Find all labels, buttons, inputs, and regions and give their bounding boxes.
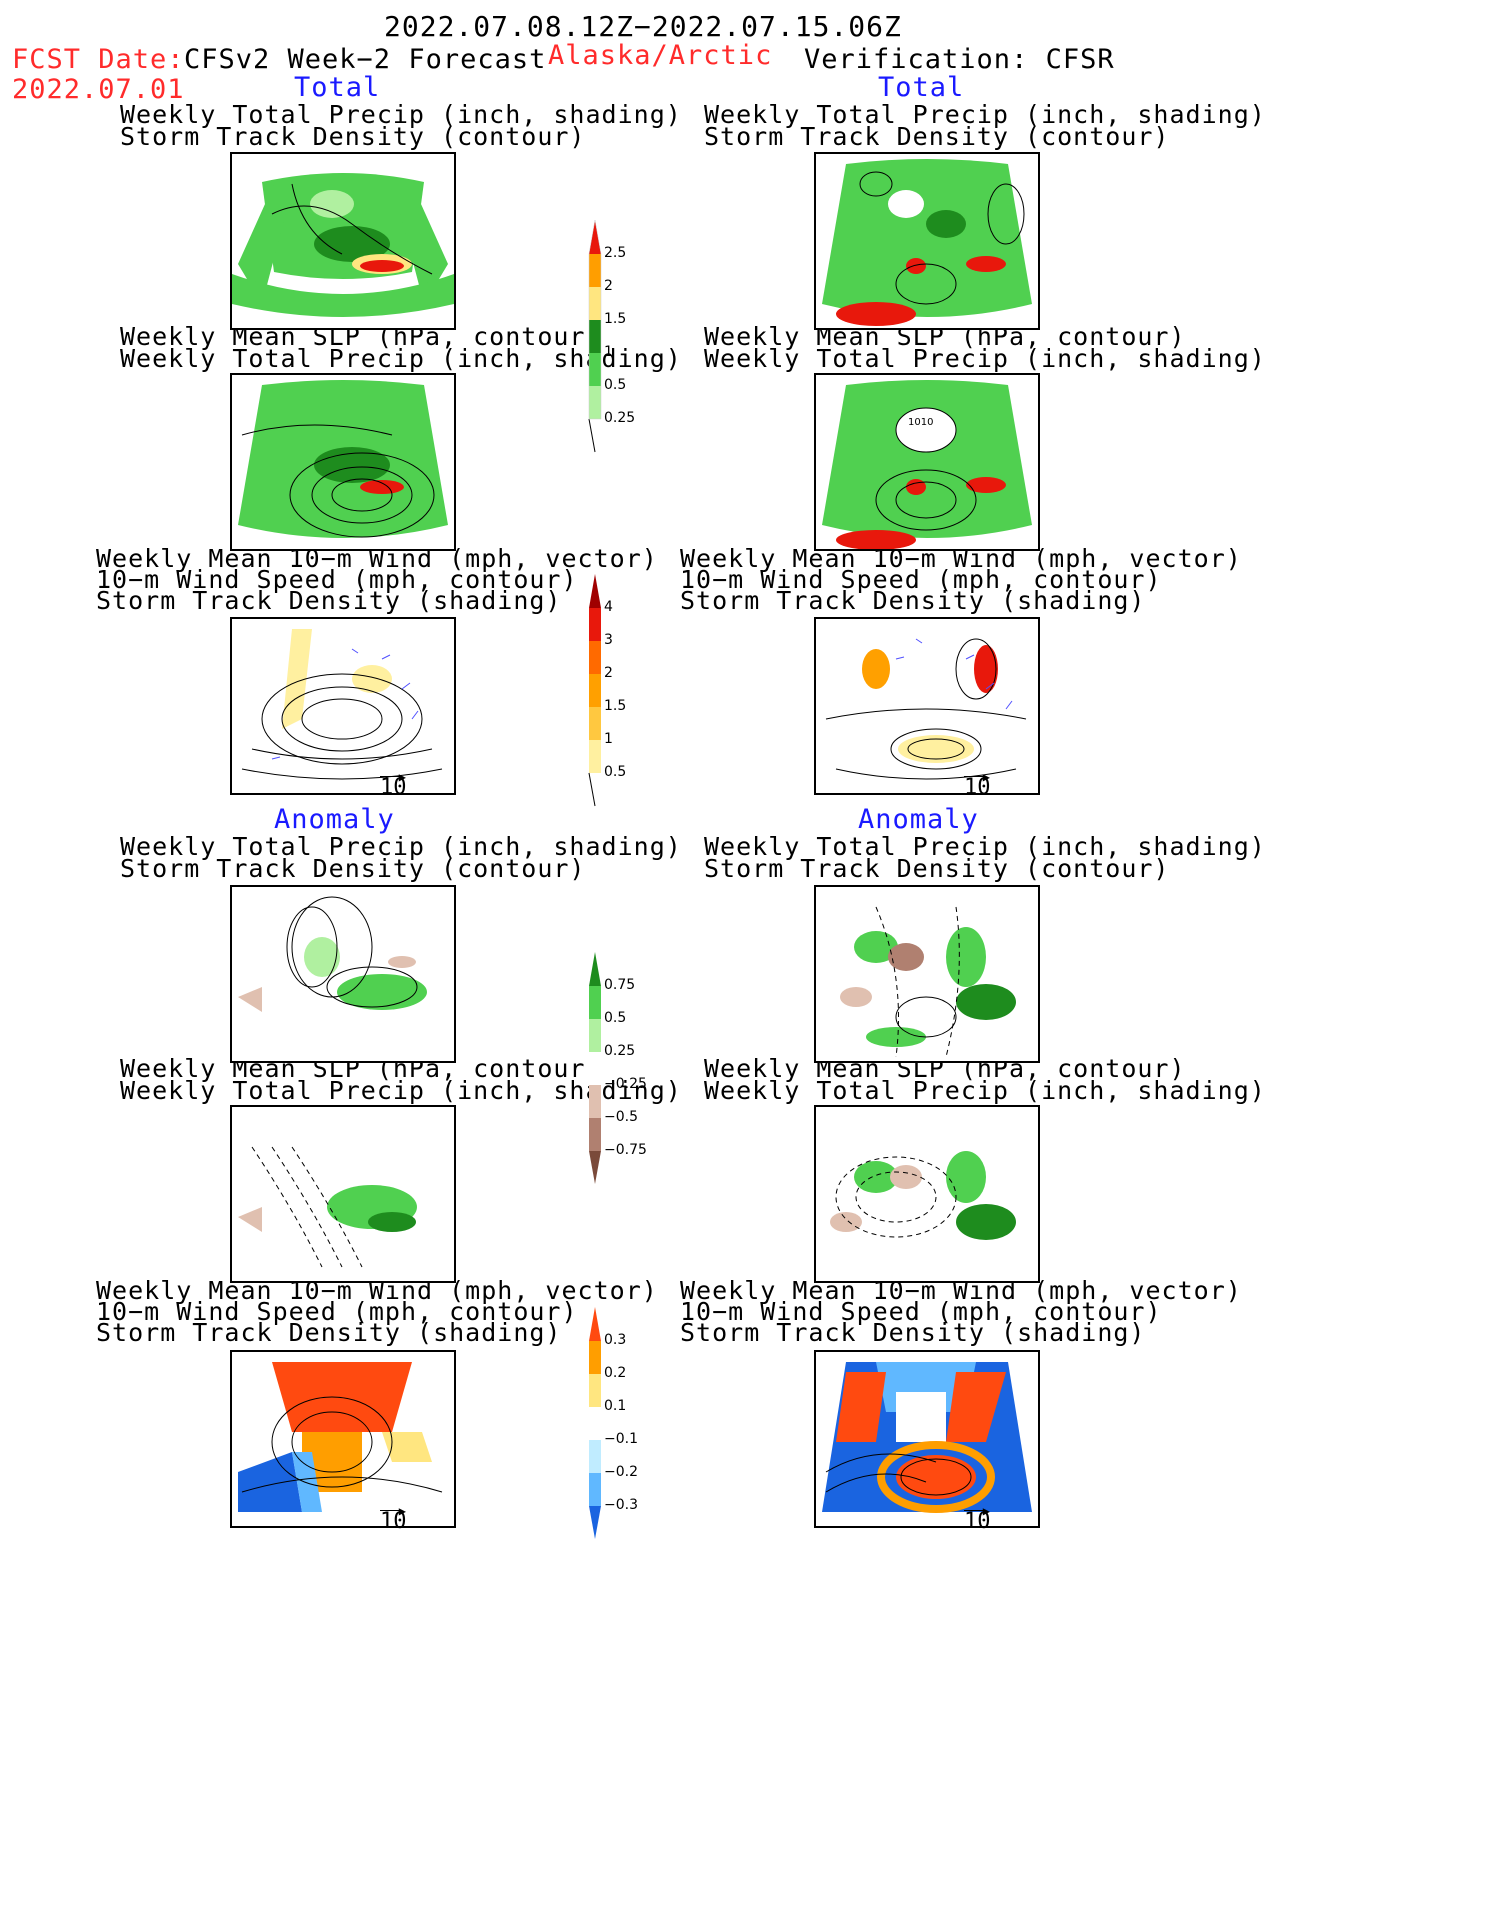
colorbar-label: 2 [604,278,613,294]
map-verification-total-wind [814,617,1040,795]
colorbar-precip-total-graphic [588,219,602,453]
colorbar-label: 1.5 [604,698,627,714]
panel-title: Weekly Mean 10−m Wind (mph, vector) 10−m … [680,544,1242,615]
date-range-title: 2022.07.08.12Z−2022.07.15.06Z [384,10,902,43]
verification-title: Verification: CFSR [804,44,1115,75]
forecast-title: CFSv2 Week−2 Forecast [184,44,547,75]
panel-title: Weekly Mean SLP (hPa, contour) Weekly Tot… [704,322,1266,373]
panel-title: Weekly Mean 10−m Wind (mph, vector) 10−m … [96,1276,658,1347]
panel-title: Weekly Mean 10−m Wind (mph, vector) 10−m … [96,544,658,615]
map-verification-total-slp: 1010 [814,373,1040,551]
panel-title: Weekly Mean SLP (hPa, contour) Weekly Tot… [704,1054,1266,1105]
vector-reference: ▶ 10 [964,1504,991,1534]
colorbar-label: −0.25 [604,1076,647,1092]
panel-title: Weekly Total Precip (inch, shading) Storm… [704,832,1266,883]
map-forecast-anom-wind [230,1350,456,1528]
map-forecast-total-wind [230,617,456,795]
colorbar-label: 1.5 [604,311,627,327]
panel-title: Weekly Mean SLP (hPa, contour) Weekly Tot… [120,322,682,373]
colorbar-label: 0.75 [604,977,636,993]
fcst-date-label: FCST Date: [12,44,185,75]
map-verification-anom-slp [814,1105,1040,1283]
colorbar-label: 2 [604,665,613,681]
colorbar-label: 0.5 [604,1010,627,1026]
section-total-left: Total [294,72,381,103]
map-verification-anom-precip [814,885,1040,1063]
colorbar-label: 0.5 [604,764,627,780]
panel-title: Weekly Total Precip (inch, shading) Storm… [120,100,682,151]
colorbar-label: 0.3 [604,1332,627,1348]
contour-label-1010: 1010 [908,417,933,428]
colorbar-label: 0.1 [604,1398,627,1414]
colorbar-label: −0.5 [604,1109,638,1125]
colorbar-label: 0.5 [604,377,627,393]
colorbar-label: 3 [604,632,613,648]
colorbar-label: 1 [604,731,613,747]
vector-reference: ▶ 10 [964,770,991,800]
panel-title: Weekly Total Precip (inch, shading) Storm… [704,100,1266,151]
section-anomaly-left: Anomaly [274,804,395,835]
colorbar-storm-anomaly: 0.3 0.2 0.1 −0.1 −0.2 −0.3 [586,1305,656,1545]
colorbar-storm-anomaly-graphic [589,1307,601,1539]
map-forecast-total-slp [230,373,456,551]
vector-reference: ▶ 10 [380,1504,407,1534]
colorbar-label: −0.1 [604,1431,638,1447]
colorbar-label: −0.3 [604,1497,638,1513]
colorbar-label: 2.5 [604,245,627,261]
region-label: Alaska/Arctic [548,40,773,71]
colorbar-label: 4 [604,599,613,615]
colorbar-label: 0.2 [604,1365,627,1381]
colorbar-label: 0.25 [604,410,636,426]
map-forecast-anom-precip [230,885,456,1063]
colorbar-label: 0.25 [604,1043,636,1059]
colorbar-label: −0.2 [604,1464,638,1480]
colorbar-precip-anomaly: 0.75 0.5 0.25 −0.25 −0.5 −0.75 [586,950,656,1190]
panel-title: Weekly Mean SLP (hPa, contour) Weekly Tot… [120,1054,682,1105]
colorbar-storm-total: 4 3 2 1.5 1 0.5 [586,572,646,812]
colorbar-label: −0.75 [604,1142,647,1158]
map-verification-total-precip [814,152,1040,330]
colorbar-precip-total: 2.5 2 1.5 1 0.5 0.25 [586,218,646,458]
section-anomaly-right: Anomaly [858,804,979,835]
panel-title: Weekly Mean 10−m Wind (mph, vector) 10−m … [680,1276,1242,1347]
map-verification-anom-wind [814,1350,1040,1528]
colorbar-precip-anomaly-graphic [589,952,601,1184]
vector-reference: ▶ 10 [380,770,407,800]
panel-title: Weekly Total Precip (inch, shading) Storm… [120,832,682,883]
colorbar-label: 1 [604,344,613,360]
colorbar-storm-total-graphic [588,574,601,807]
map-forecast-total-precip [230,152,456,330]
fcst-date-value: 2022.07.01 [12,74,185,105]
map-forecast-anom-slp [230,1105,456,1283]
section-total-right: Total [878,72,965,103]
